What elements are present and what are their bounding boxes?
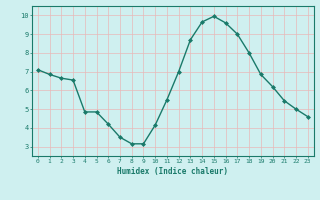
X-axis label: Humidex (Indice chaleur): Humidex (Indice chaleur) [117,167,228,176]
